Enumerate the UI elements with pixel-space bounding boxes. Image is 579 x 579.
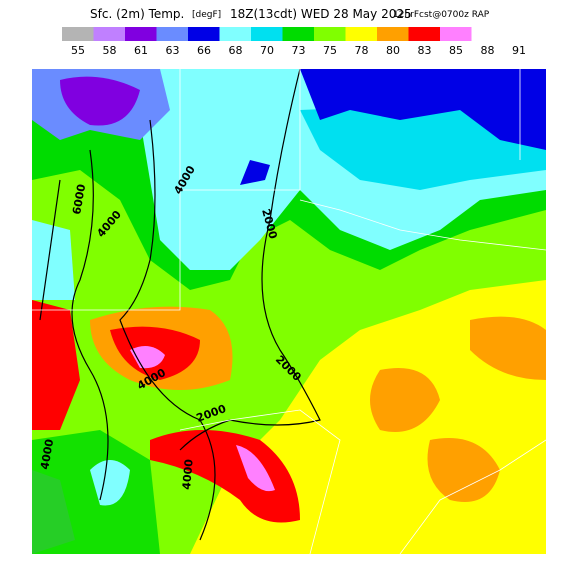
legend: 55 58 61 63 66 68 70 73 75 78 80 83 85 88 91 (62, 27, 526, 57)
title-time: 18Z(13cdt) WED 28 May 2025 (230, 7, 412, 21)
state-borders (32, 69, 546, 554)
legend-label: 55 (71, 44, 85, 57)
legend-label: 70 (260, 44, 274, 57)
legend-swatch (188, 27, 220, 41)
legend-swatch (314, 27, 346, 41)
legend-label: 85 (449, 44, 463, 57)
title-model: 12hrFcst@0700z RAP (393, 10, 490, 20)
legend-swatch (377, 27, 409, 41)
contour-label: 4000 (38, 438, 56, 471)
legend-label: 88 (481, 44, 495, 57)
legend-swatch (440, 27, 472, 41)
field-cyan (90, 460, 130, 506)
contour-label: 4000 (180, 458, 196, 490)
legend-label: 68 (229, 44, 243, 57)
legend-label: 61 (134, 44, 148, 57)
legend-swatch (345, 27, 377, 41)
legend-label: 80 (386, 44, 400, 57)
legend-swatch (125, 27, 157, 41)
field-red (150, 430, 300, 523)
legend-label: 73 (292, 44, 306, 57)
legend-swatch (282, 27, 314, 41)
legend-swatch (93, 27, 125, 41)
field-blue (300, 69, 546, 150)
title: Sfc. (2m) Temp. (90, 7, 184, 21)
field-orange (427, 438, 500, 502)
legend-swatch (408, 27, 440, 41)
legend-swatch (219, 27, 251, 41)
legend-label: 75 (323, 44, 337, 57)
legend-label: 66 (197, 44, 211, 57)
field-orange (470, 316, 546, 380)
legend-label: 58 (103, 44, 117, 57)
field-lightcyan (32, 220, 75, 300)
legend-label: 91 (512, 44, 526, 57)
field-purple (60, 76, 140, 126)
legend-label: 78 (355, 44, 369, 57)
field-red (32, 300, 80, 430)
contour-label: 6000 (70, 183, 88, 216)
field-pink (236, 445, 275, 492)
field-green (32, 430, 160, 554)
legend-label: 63 (166, 44, 180, 57)
field-blue (240, 160, 270, 185)
legend-label: 83 (418, 44, 432, 57)
field-orange (370, 368, 440, 432)
legend-swatch (62, 27, 94, 41)
field-pink (130, 346, 165, 369)
legend-swatch (251, 27, 283, 41)
legend-swatch (156, 27, 188, 41)
map: 6000 4000 4000 2000 2000 4000 2000 4000 … (32, 69, 546, 554)
title-units: [degF] (192, 10, 221, 20)
